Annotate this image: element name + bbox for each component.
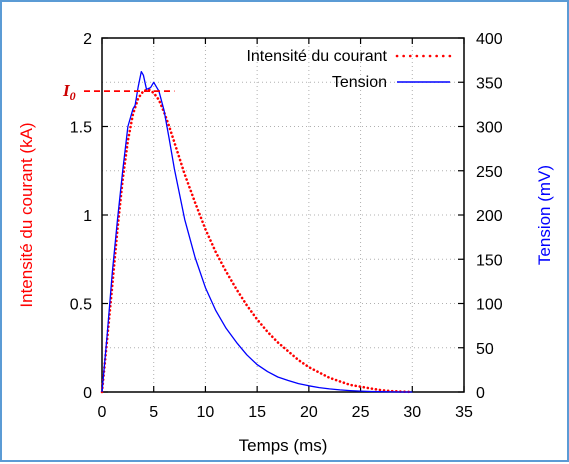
y-right-tick-label: 0: [476, 385, 485, 402]
y-right-tick-label: 50: [476, 341, 494, 358]
legend-label: Tension: [332, 74, 387, 91]
y-right-tick-label: 300: [476, 120, 503, 137]
y-left-axis-title: Intensité du courant (kA): [17, 122, 36, 307]
y-right-tick-label: 250: [476, 164, 503, 181]
legend-label: Intensité du courant: [246, 48, 387, 65]
y-left-tick-label: 1: [83, 208, 92, 225]
y-right-tick-label: 100: [476, 297, 503, 314]
x-tick-label: 15: [248, 404, 266, 421]
series-line-intensite: [100, 88, 414, 394]
x-tick-label: 5: [149, 404, 158, 421]
x-tick-label: 20: [300, 404, 318, 421]
y-left-tick-label: 2: [83, 31, 92, 48]
y-right-tick-label: 400: [476, 31, 503, 48]
i0-label: I0: [62, 81, 76, 103]
series-line-tension: [101, 70, 413, 393]
y-right-tick-label: 200: [476, 208, 503, 225]
y-left-tick-label: 0: [83, 385, 92, 402]
x-tick-label: 30: [403, 404, 421, 421]
x-tick-label: 0: [98, 404, 107, 421]
x-axis-title: Temps (ms): [239, 436, 328, 455]
x-tick-label: 35: [455, 404, 473, 421]
y-right-axis-title: Tension (mV): [535, 165, 554, 265]
x-tick-label: 25: [352, 404, 370, 421]
x-tick-label: 10: [197, 404, 215, 421]
y-right-tick-label: 350: [476, 75, 503, 92]
y-left-tick-label: 0.5: [70, 297, 92, 314]
y-left-tick-label: 1.5: [70, 120, 92, 137]
y-right-tick-label: 150: [476, 252, 503, 269]
